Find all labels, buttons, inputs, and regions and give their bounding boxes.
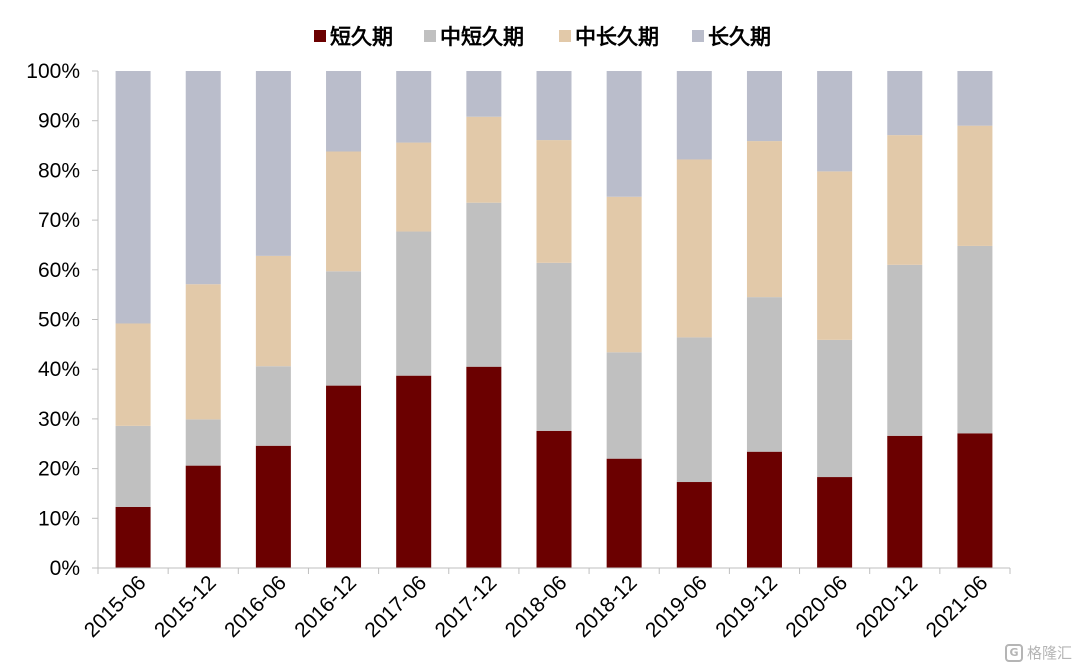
- legend-item: 中短久期: [424, 25, 524, 49]
- watermark-text: 格隆汇: [1026, 644, 1072, 662]
- watermark-logo-icon: G: [1004, 643, 1023, 662]
- bar-segment-短久期: [115, 506, 151, 568]
- x-tick-label: 2020-06: [781, 571, 852, 642]
- bar-segment-长久期: [676, 71, 712, 160]
- bar-segment-短久期: [466, 366, 502, 568]
- bar-segment-长久期: [606, 71, 642, 197]
- bar-segment-中长久期: [606, 196, 642, 353]
- bar-segment-中短久期: [396, 231, 432, 376]
- bar-segment-中短久期: [746, 297, 782, 452]
- legend-label: 长久期: [708, 25, 771, 49]
- bar-segment-中长久期: [185, 284, 221, 420]
- bar-segment-中长久期: [957, 125, 993, 246]
- y-axis: 0% 10% 20% 30% 40% 50% 60% 70% 80% 90% 100%: [26, 60, 99, 580]
- bar-segment-长久期: [536, 71, 572, 141]
- bar-segment-中长久期: [536, 140, 572, 263]
- y-tick-label: 40%: [38, 358, 80, 381]
- x-tick-label: 2015-12: [150, 571, 221, 642]
- bar-segment-中长久期: [255, 255, 291, 367]
- y-tick-label: 10%: [38, 507, 80, 530]
- legend-label: 中长久期: [575, 25, 659, 49]
- bar-segment-长久期: [817, 71, 853, 172]
- y-tick-label: 70%: [38, 209, 80, 232]
- bar-segment-短久期: [817, 477, 853, 568]
- x-tick-label: 2017-06: [360, 571, 431, 642]
- legend-item: 中长久期: [559, 25, 659, 49]
- y-tick-label: 50%: [38, 309, 80, 332]
- bar-segment-中短久期: [887, 264, 923, 436]
- bar-segment-长久期: [746, 71, 782, 142]
- bar-segment-中长久期: [466, 116, 502, 203]
- y-tick-label: 100%: [26, 60, 80, 83]
- bar-segment-中长久期: [326, 151, 362, 272]
- bar-segment-长久期: [115, 71, 151, 324]
- bar-segment-短久期: [676, 482, 712, 568]
- bar-segment-短久期: [536, 430, 572, 568]
- x-tick-label: 2019-12: [711, 571, 782, 642]
- bar-segment-短久期: [326, 385, 362, 568]
- legend-item: 长久期: [692, 25, 771, 49]
- bar-segment-短久期: [396, 375, 432, 568]
- bar-segment-中短久期: [676, 337, 712, 483]
- y-tick-label: 80%: [38, 159, 80, 182]
- bar-segment-中短久期: [606, 352, 642, 459]
- legend-label: 中短久期: [440, 25, 524, 49]
- bar-segment-中长久期: [887, 135, 923, 265]
- bar-segment-中长久期: [676, 159, 712, 338]
- bar-segment-中短久期: [115, 425, 151, 507]
- watermark: G 格隆汇: [1004, 642, 1072, 663]
- y-tick-label: 90%: [38, 110, 80, 133]
- legend-swatch: [314, 30, 326, 42]
- bar-segment-短久期: [255, 445, 291, 568]
- bar-segment-短久期: [746, 451, 782, 568]
- bar-segment-长久期: [396, 71, 432, 143]
- legend-swatch: [559, 30, 571, 42]
- bar-segment-中短久期: [536, 262, 572, 431]
- bar-segment-中短久期: [466, 202, 502, 367]
- y-tick-label: 60%: [38, 259, 80, 282]
- x-axis: 2015-06 2015-12 2016-06 2016-12 2017-06 2017-…: [80, 567, 1011, 642]
- bar-segment-长久期: [957, 71, 993, 126]
- y-tick-label: 20%: [38, 458, 80, 481]
- bar-segment-长久期: [466, 71, 502, 117]
- legend-item: 短久期: [314, 25, 393, 49]
- bar-segment-短久期: [606, 458, 642, 568]
- x-tick-label: 2021-06: [922, 571, 993, 642]
- bar-segment-中短久期: [255, 366, 291, 446]
- bar-segment-中短久期: [817, 339, 853, 478]
- legend: 短久期 中短久期 中长久期 长久期: [314, 25, 771, 49]
- bar-segment-短久期: [185, 465, 221, 568]
- bar-segment-长久期: [255, 71, 291, 256]
- x-tick-label: 2016-06: [220, 571, 291, 642]
- bar-segment-长久期: [326, 71, 362, 152]
- y-tick-label: 0%: [50, 557, 80, 580]
- bar-segment-中长久期: [396, 142, 432, 232]
- bar-segment-长久期: [887, 71, 923, 136]
- bar-segment-中长久期: [746, 141, 782, 298]
- bar-segment-长久期: [185, 71, 221, 285]
- bar-segment-中长久期: [817, 171, 853, 340]
- x-tick-label: 2018-12: [571, 571, 642, 642]
- x-tick-label: 2020-12: [852, 571, 923, 642]
- legend-label: 短久期: [330, 25, 393, 49]
- bar-segment-中短久期: [185, 419, 221, 466]
- legend-swatch: [424, 30, 436, 42]
- bar-segment-短久期: [887, 435, 923, 568]
- bar-segment-中短久期: [326, 271, 362, 386]
- bar-segment-短久期: [957, 433, 993, 568]
- bar-segment-中长久期: [115, 323, 151, 426]
- legend-swatch: [692, 30, 704, 42]
- bar-segment-中短久期: [957, 245, 993, 434]
- bars: [115, 71, 993, 568]
- x-tick-label: 2015-06: [80, 571, 151, 642]
- y-tick-label: 30%: [38, 408, 80, 431]
- x-tick-label: 2016-12: [290, 571, 361, 642]
- x-tick-label: 2017-12: [431, 571, 502, 642]
- x-tick-label: 2018-06: [501, 571, 572, 642]
- x-tick-label: 2019-06: [641, 571, 712, 642]
